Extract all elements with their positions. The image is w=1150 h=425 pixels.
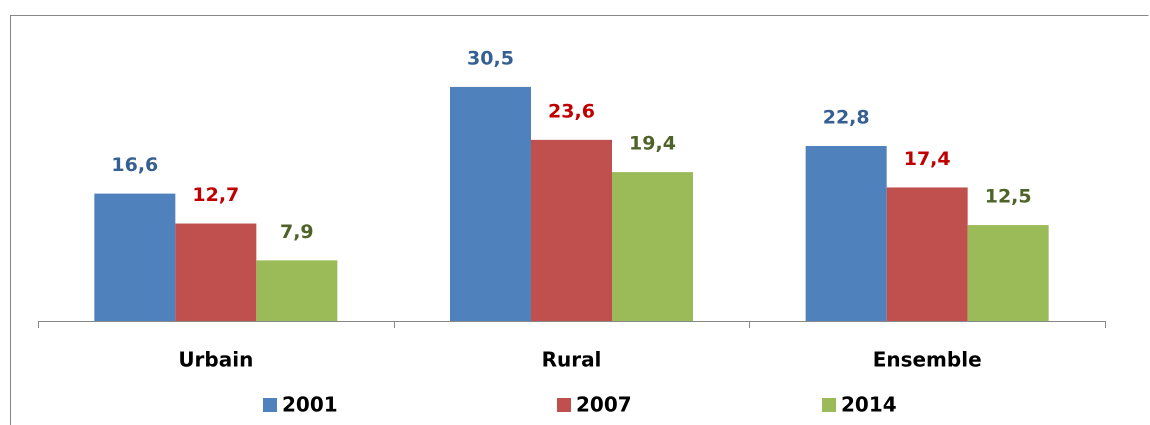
legend-swatch	[557, 398, 571, 412]
legend-label: 2001	[282, 393, 338, 417]
data-label: 17,4	[904, 148, 951, 170]
bar	[531, 139, 612, 321]
data-label: 7,9	[280, 221, 314, 243]
bar	[94, 193, 176, 321]
data-label: 12,7	[192, 184, 239, 206]
x-tick-label: Rural	[542, 348, 602, 372]
data-label: 12,5	[985, 186, 1032, 208]
bar	[256, 260, 338, 321]
bar	[175, 223, 257, 321]
chart-frame	[10, 15, 1149, 425]
x-tick-label: Urbain	[178, 348, 253, 372]
bar	[612, 172, 693, 321]
bar	[967, 225, 1049, 321]
data-label: 23,6	[548, 100, 595, 122]
bar	[805, 146, 887, 321]
legend-swatch	[822, 398, 836, 412]
data-label: 16,6	[111, 154, 158, 176]
data-label: 22,8	[823, 107, 870, 129]
bar	[886, 187, 968, 321]
x-tick-label: Ensemble	[873, 348, 982, 372]
legend-swatch	[263, 398, 277, 412]
data-label: 19,4	[629, 133, 676, 155]
bar	[450, 86, 531, 321]
data-label: 30,5	[467, 47, 514, 69]
legend-label: 2014	[841, 393, 897, 417]
legend-label: 2007	[576, 393, 632, 417]
